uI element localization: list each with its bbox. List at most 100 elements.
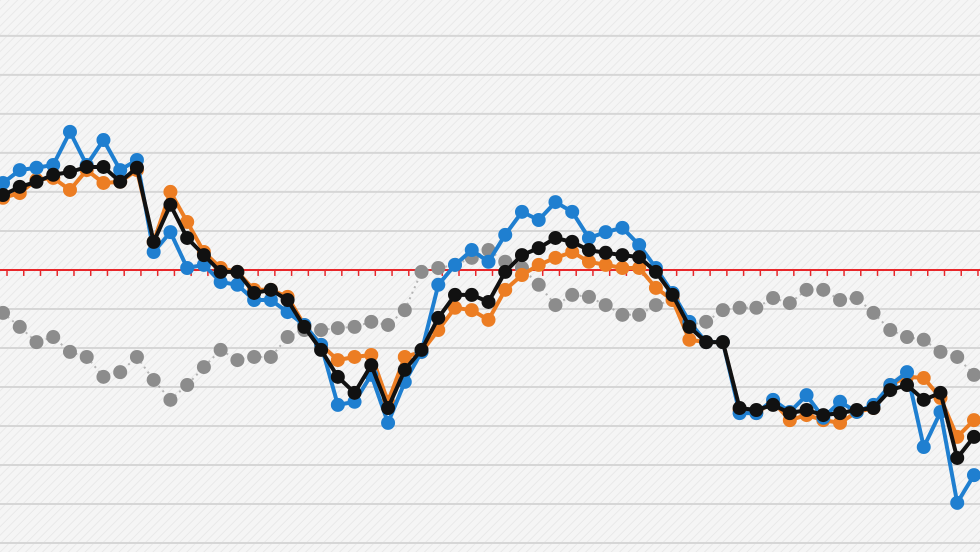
point bbox=[565, 287, 580, 302]
point bbox=[464, 243, 479, 258]
point bbox=[196, 248, 211, 263]
point bbox=[715, 335, 730, 350]
point bbox=[498, 254, 513, 269]
point bbox=[46, 167, 61, 182]
point bbox=[548, 250, 563, 265]
point bbox=[749, 403, 764, 418]
point bbox=[950, 450, 965, 465]
point bbox=[180, 378, 195, 393]
point bbox=[531, 277, 546, 292]
point bbox=[196, 360, 211, 375]
point bbox=[213, 264, 228, 279]
point bbox=[163, 184, 178, 199]
point bbox=[866, 401, 881, 416]
point bbox=[330, 397, 345, 412]
point bbox=[514, 248, 529, 263]
point bbox=[883, 323, 898, 338]
point bbox=[330, 369, 345, 384]
point bbox=[648, 298, 663, 313]
point bbox=[448, 257, 463, 272]
point bbox=[849, 403, 864, 418]
point bbox=[966, 413, 980, 428]
point bbox=[448, 300, 463, 315]
point bbox=[598, 245, 613, 260]
point bbox=[481, 294, 496, 309]
point bbox=[129, 349, 144, 364]
point bbox=[833, 292, 848, 307]
point bbox=[900, 378, 915, 393]
point bbox=[900, 365, 915, 380]
point bbox=[180, 214, 195, 229]
point bbox=[12, 319, 27, 334]
point bbox=[314, 342, 329, 357]
point bbox=[966, 429, 980, 444]
point bbox=[565, 204, 580, 219]
point bbox=[96, 175, 111, 190]
point bbox=[950, 495, 965, 510]
point bbox=[29, 335, 44, 350]
point bbox=[498, 282, 513, 297]
point bbox=[464, 287, 479, 302]
point bbox=[682, 319, 697, 334]
point bbox=[0, 175, 11, 190]
point bbox=[431, 277, 446, 292]
point bbox=[816, 282, 831, 297]
point bbox=[799, 388, 814, 403]
point bbox=[648, 264, 663, 279]
point bbox=[62, 165, 77, 180]
point bbox=[598, 225, 613, 240]
point bbox=[749, 300, 764, 315]
point bbox=[916, 371, 931, 386]
point bbox=[715, 303, 730, 318]
point bbox=[29, 160, 44, 175]
point bbox=[113, 174, 128, 189]
point bbox=[314, 323, 329, 338]
point bbox=[732, 300, 747, 315]
point bbox=[799, 282, 814, 297]
point bbox=[431, 261, 446, 276]
point bbox=[431, 310, 446, 325]
series-layer bbox=[0, 124, 980, 510]
point bbox=[230, 353, 245, 368]
point bbox=[598, 298, 613, 313]
point bbox=[247, 285, 262, 300]
point bbox=[180, 261, 195, 276]
point bbox=[481, 254, 496, 269]
point bbox=[632, 307, 647, 322]
point bbox=[581, 254, 596, 269]
point bbox=[548, 195, 563, 210]
point bbox=[615, 307, 630, 322]
point bbox=[833, 415, 848, 430]
point bbox=[62, 182, 77, 197]
point bbox=[364, 347, 379, 362]
point bbox=[933, 385, 948, 400]
point bbox=[732, 401, 747, 416]
point bbox=[230, 277, 245, 292]
point bbox=[414, 342, 429, 357]
point bbox=[498, 227, 513, 242]
point bbox=[900, 330, 915, 345]
point bbox=[799, 403, 814, 418]
point bbox=[514, 268, 529, 283]
point bbox=[129, 160, 144, 175]
point bbox=[180, 230, 195, 245]
point bbox=[113, 163, 128, 178]
point bbox=[0, 188, 11, 203]
series bbox=[0, 159, 980, 465]
point bbox=[146, 372, 161, 387]
point bbox=[330, 353, 345, 368]
point bbox=[230, 264, 245, 279]
point bbox=[615, 248, 630, 263]
point bbox=[96, 133, 111, 148]
point bbox=[632, 261, 647, 276]
point bbox=[96, 159, 111, 174]
point bbox=[782, 296, 797, 311]
point bbox=[381, 401, 396, 416]
point bbox=[565, 234, 580, 249]
point bbox=[833, 394, 848, 409]
point bbox=[381, 415, 396, 430]
point bbox=[883, 383, 898, 398]
point bbox=[531, 257, 546, 272]
